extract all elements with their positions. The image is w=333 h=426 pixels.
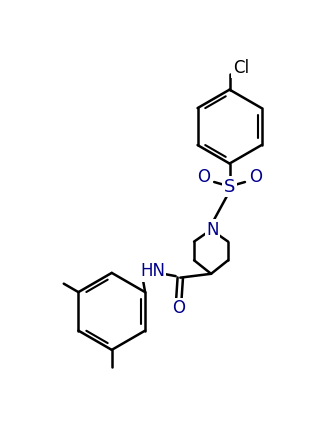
Text: O: O — [197, 168, 210, 187]
Text: O: O — [249, 168, 262, 187]
Text: Cl: Cl — [233, 59, 249, 77]
Text: HN: HN — [140, 262, 165, 280]
Text: N: N — [206, 221, 219, 239]
Text: S: S — [224, 178, 235, 196]
Text: O: O — [172, 299, 185, 317]
